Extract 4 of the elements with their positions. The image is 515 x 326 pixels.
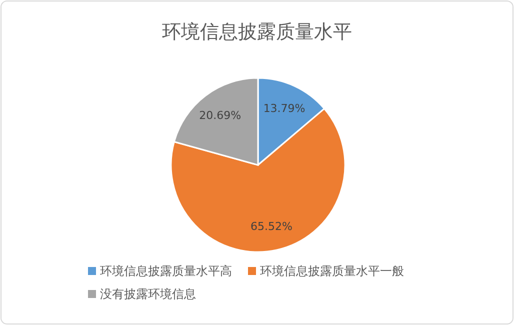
chart-title: 环境信息披露质量水平 [162,21,352,43]
data-label: 13.79% [263,102,306,116]
data-label: 65.52% [250,220,292,234]
data-label: 20.69% [199,109,242,122]
